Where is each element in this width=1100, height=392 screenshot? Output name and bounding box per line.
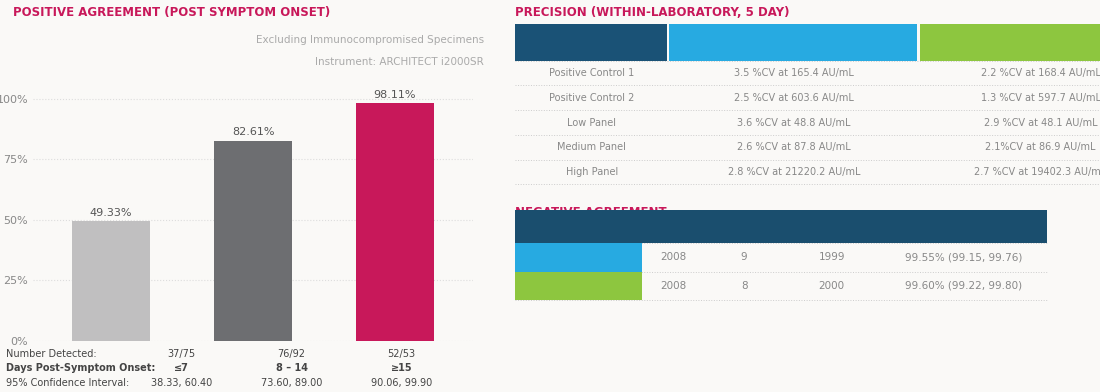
Text: 2.1%CV at 86.9 AU/mL: 2.1%CV at 86.9 AU/mL: [986, 142, 1096, 152]
Text: 2.2 %CV at 168.4 AU/mL: 2.2 %CV at 168.4 AU/mL: [981, 68, 1100, 78]
Text: Alinity i: Alinity i: [1014, 36, 1065, 49]
Text: NEGATIVE: NEGATIVE: [801, 221, 862, 231]
FancyBboxPatch shape: [515, 272, 642, 300]
FancyBboxPatch shape: [515, 24, 667, 61]
Text: 3.5 %CV at 165.4 AU/mL: 3.5 %CV at 165.4 AU/mL: [735, 68, 854, 78]
Text: 2.8 %CV at 21220.2 AU/mL: 2.8 %CV at 21220.2 AU/mL: [728, 167, 860, 177]
Text: ≥15: ≥15: [390, 363, 412, 373]
Bar: [214, 141, 292, 341]
Text: Days Post-Symptom Onset:: Days Post-Symptom Onset:: [6, 363, 155, 373]
FancyBboxPatch shape: [515, 243, 642, 272]
Text: 76/92: 76/92: [277, 348, 306, 359]
Text: 2000: 2000: [818, 281, 845, 291]
Text: POSITIVE: POSITIVE: [715, 221, 773, 231]
Bar: [72, 221, 150, 341]
Text: PRECISION (WITHIN-LABORATORY, 5 DAY): PRECISION (WITHIN-LABORATORY, 5 DAY): [515, 6, 790, 19]
Text: Excluding Immunocompromised Specimens: Excluding Immunocompromised Specimens: [256, 35, 484, 45]
Text: ≤7: ≤7: [174, 363, 189, 373]
Text: 37/75: 37/75: [167, 348, 196, 359]
Text: 95% Confidence Interval:: 95% Confidence Interval:: [6, 378, 129, 388]
Text: 1.3 %CV at 597.7 AU/mL: 1.3 %CV at 597.7 AU/mL: [980, 93, 1100, 103]
Text: 82.61%: 82.61%: [232, 127, 274, 137]
Text: 49.33%: 49.33%: [90, 208, 132, 218]
Text: 90.06, 99.90: 90.06, 99.90: [371, 378, 432, 388]
FancyBboxPatch shape: [515, 210, 1047, 243]
Text: Low Panel: Low Panel: [568, 118, 616, 127]
Bar: [356, 103, 435, 341]
Text: 98.11%: 98.11%: [374, 90, 416, 100]
Text: N: N: [669, 221, 678, 231]
Text: ARCHITECT: ARCHITECT: [547, 252, 613, 262]
Text: POSITIVE AGREEMENT (POST SYMPTOM ONSET): POSITIVE AGREEMENT (POST SYMPTOM ONSET): [13, 6, 330, 19]
Text: 2.9 %CV at 48.1 AU/mL: 2.9 %CV at 48.1 AU/mL: [983, 118, 1098, 127]
Text: High Panel: High Panel: [565, 167, 618, 177]
Text: 2.5 %CV at 603.6 AU/mL: 2.5 %CV at 603.6 AU/mL: [735, 93, 854, 103]
Text: Instrument: ARCHITECT i2000SR: Instrument: ARCHITECT i2000SR: [316, 57, 484, 67]
Text: 99.60% (99.22, 99.80): 99.60% (99.22, 99.80): [905, 281, 1022, 291]
Text: NPA (95%): NPA (95%): [931, 221, 997, 231]
Text: 1999: 1999: [818, 252, 845, 262]
Text: ARCHITECT: ARCHITECT: [756, 36, 830, 49]
Text: Positive Control 2: Positive Control 2: [549, 93, 635, 103]
Text: 73.60, 89.00: 73.60, 89.00: [261, 378, 322, 388]
FancyBboxPatch shape: [920, 24, 1100, 61]
Text: Sample: Sample: [566, 36, 615, 49]
Text: 2008: 2008: [660, 281, 686, 291]
Text: 3.6 %CV at 48.8 AU/mL: 3.6 %CV at 48.8 AU/mL: [737, 118, 851, 127]
Text: 2.7 %CV at 19402.3 AU/mL: 2.7 %CV at 19402.3 AU/mL: [975, 167, 1100, 177]
Text: Medium Panel: Medium Panel: [558, 142, 626, 152]
Text: NEGATIVE AGREEMENT: NEGATIVE AGREEMENT: [515, 206, 667, 219]
Text: 99.55% (99.15, 99.76): 99.55% (99.15, 99.76): [905, 252, 1022, 262]
FancyBboxPatch shape: [669, 24, 917, 61]
Text: 52/53: 52/53: [387, 348, 416, 359]
Text: 38.33, 60.40: 38.33, 60.40: [151, 378, 212, 388]
Text: Positive Control 1: Positive Control 1: [549, 68, 635, 78]
Text: Number Detected:: Number Detected:: [6, 348, 96, 359]
Text: 2008: 2008: [660, 252, 686, 262]
Text: 8: 8: [740, 281, 748, 291]
Text: 8 – 14: 8 – 14: [275, 363, 308, 373]
Text: 2.6 %CV at 87.8 AU/mL: 2.6 %CV at 87.8 AU/mL: [737, 142, 851, 152]
Text: 9: 9: [740, 252, 748, 262]
Text: Alinity i: Alinity i: [557, 281, 603, 291]
